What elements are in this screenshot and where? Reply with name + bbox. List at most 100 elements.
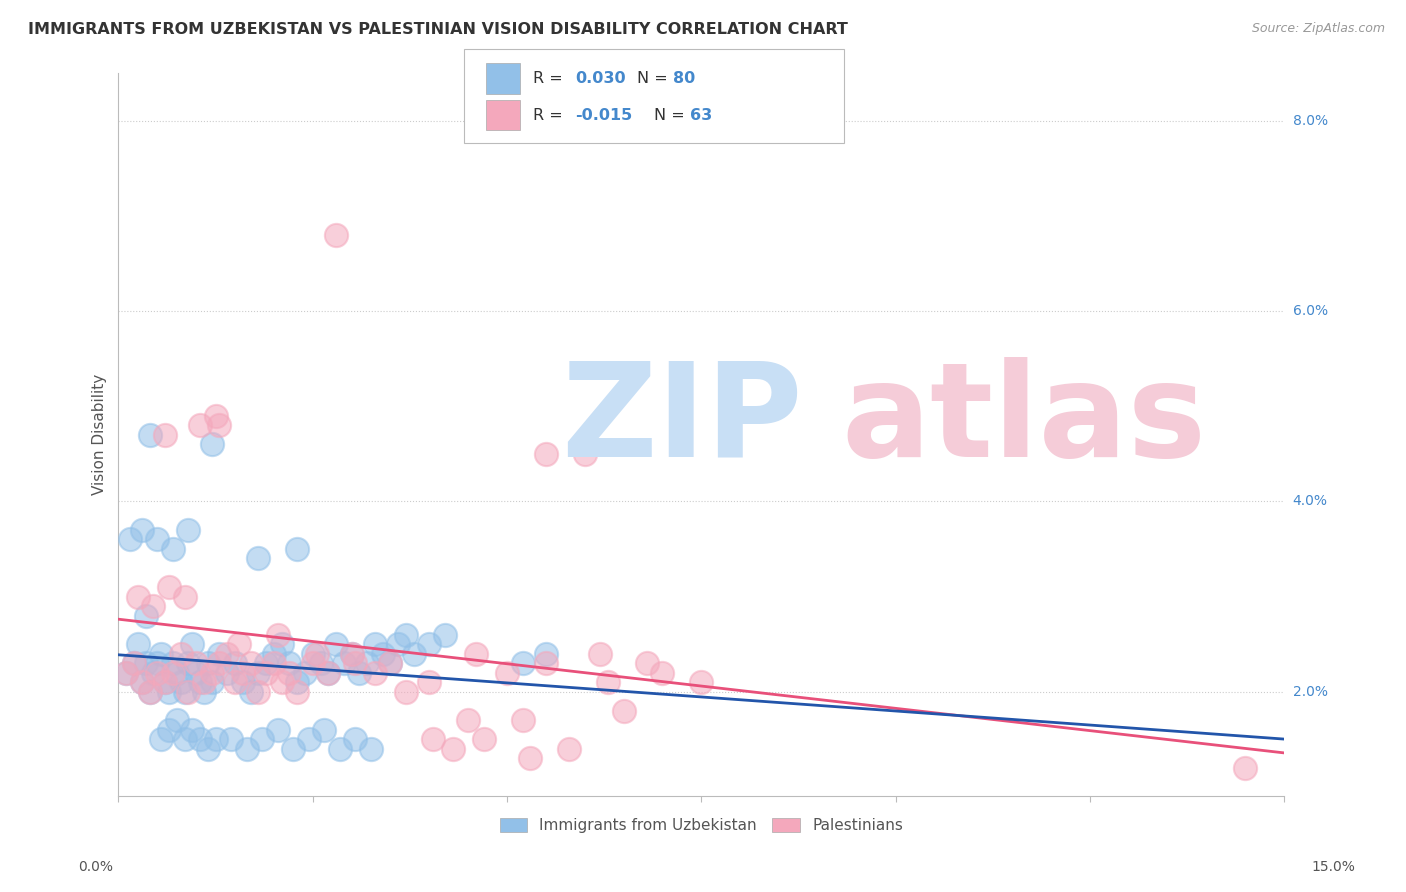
Point — [186, 665, 208, 680]
Point — [201, 437, 224, 451]
Point — [512, 713, 534, 727]
Point — [247, 684, 270, 698]
Point — [131, 675, 153, 690]
Point — [201, 675, 224, 690]
Point — [135, 608, 157, 623]
Point — [534, 647, 557, 661]
Point — [138, 684, 160, 698]
Point — [422, 732, 444, 747]
Text: 6.0%: 6.0% — [1292, 304, 1327, 318]
Point — [316, 665, 339, 680]
Point — [239, 684, 262, 698]
Point — [188, 675, 211, 690]
Point — [364, 665, 387, 680]
Point — [278, 665, 301, 680]
Point — [224, 656, 246, 670]
Point — [283, 741, 305, 756]
Point — [278, 656, 301, 670]
Point — [267, 627, 290, 641]
Point — [252, 732, 274, 747]
Point — [188, 732, 211, 747]
Point — [146, 533, 169, 547]
Point — [267, 723, 290, 737]
Point — [558, 741, 581, 756]
Point — [181, 723, 204, 737]
Point — [224, 675, 246, 690]
Point — [356, 656, 378, 670]
Text: 8.0%: 8.0% — [1292, 113, 1327, 128]
Point — [298, 732, 321, 747]
Point — [534, 447, 557, 461]
Point — [254, 665, 277, 680]
Point — [325, 637, 347, 651]
Point — [166, 665, 188, 680]
Text: 15.0%: 15.0% — [1310, 860, 1355, 874]
Point — [340, 647, 363, 661]
Point — [309, 656, 332, 670]
Point — [232, 665, 254, 680]
Point — [197, 656, 219, 670]
Point — [153, 675, 176, 690]
Point — [402, 647, 425, 661]
Point — [294, 665, 316, 680]
Point — [325, 227, 347, 242]
Point — [596, 675, 619, 690]
Point — [142, 599, 165, 613]
Point — [364, 637, 387, 651]
Point — [153, 427, 176, 442]
Point — [120, 533, 142, 547]
Point — [228, 637, 250, 651]
Point — [169, 647, 191, 661]
Point — [349, 665, 371, 680]
Point — [519, 751, 541, 765]
Point — [512, 656, 534, 670]
Point — [188, 418, 211, 433]
Point — [380, 656, 402, 670]
Point — [441, 741, 464, 756]
Text: N =: N = — [654, 108, 690, 122]
Point — [177, 656, 200, 670]
Point — [115, 665, 138, 680]
Point — [270, 637, 292, 651]
Point — [208, 418, 231, 433]
Point — [247, 665, 270, 680]
Point — [173, 732, 195, 747]
Text: Source: ZipAtlas.com: Source: ZipAtlas.com — [1251, 22, 1385, 36]
Y-axis label: Vision Disability: Vision Disability — [93, 374, 107, 495]
Text: 0.030: 0.030 — [575, 71, 626, 86]
Point — [418, 637, 440, 651]
Text: 63: 63 — [690, 108, 713, 122]
Point — [201, 665, 224, 680]
Point — [157, 580, 180, 594]
Point — [574, 447, 596, 461]
Point — [232, 675, 254, 690]
Point — [333, 656, 356, 670]
Point — [380, 656, 402, 670]
Text: -0.015: -0.015 — [575, 108, 633, 122]
Point — [157, 684, 180, 698]
Point — [418, 675, 440, 690]
Point — [387, 637, 409, 651]
Point — [138, 684, 160, 698]
Point — [285, 541, 308, 556]
Point — [173, 684, 195, 698]
Point — [150, 647, 173, 661]
Point — [465, 647, 488, 661]
Point — [219, 732, 242, 747]
Point — [285, 684, 308, 698]
Point — [204, 732, 226, 747]
Point — [127, 590, 149, 604]
Point — [636, 656, 658, 670]
Point — [162, 656, 184, 670]
Point — [395, 627, 418, 641]
Point — [690, 675, 713, 690]
Point — [122, 656, 145, 670]
Point — [651, 665, 673, 680]
Point — [247, 551, 270, 566]
Point — [395, 684, 418, 698]
Point — [162, 541, 184, 556]
Point — [344, 732, 367, 747]
Text: R =: R = — [533, 108, 568, 122]
Point — [360, 741, 382, 756]
Point — [131, 523, 153, 537]
